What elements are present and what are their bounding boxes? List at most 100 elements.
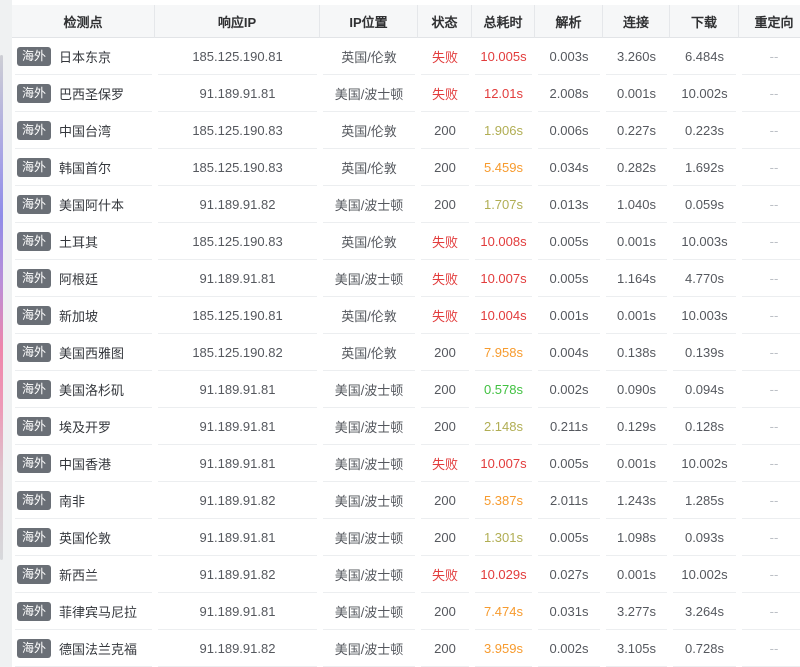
cell-redirect: -- [739,408,800,445]
cell-loc: 英国/伦敦 [320,297,418,334]
table-header: 检测点 响应IP IP位置 状态 总耗时 解析 连接 下载 重定向 [12,5,800,38]
cell-redirect: -- [739,334,800,371]
region-badge: 海外 [17,195,52,214]
cell-conn: 0.001s [603,297,670,334]
cell-conn: 0.227s [603,112,670,149]
cell-node: 海外 南非 [12,482,155,519]
header-row: 检测点 响应IP IP位置 状态 总耗时 解析 连接 下载 重定向 [12,5,800,38]
cell-total: 12.01s [472,75,535,112]
cell-ip: 185.125.190.81 [155,38,320,75]
cell-dns: 2.011s [535,482,603,519]
cell-dns: 0.031s [535,593,603,630]
cell-dns: 0.002s [535,630,603,667]
column-header-connect: 连接 [603,5,670,38]
node-name: 中国香港 [59,457,112,472]
table-row: 海外 土耳其 185.125.190.83 英国/伦敦 失败 10.008s 0.005s 0… [12,223,800,260]
region-badge: 海外 [17,491,52,510]
cell-status: 失败 [418,75,472,112]
region-badge: 海外 [17,380,52,399]
node-name: 菲律宾马尼拉 [59,605,138,620]
node-name: 美国洛杉矶 [59,383,125,398]
cell-redirect: -- [739,38,800,75]
cell-node: 海外 菲律宾马尼拉 [12,593,155,630]
cell-loc: 美国/波士顿 [320,408,418,445]
cell-conn: 3.105s [603,630,670,667]
node-name: 韩国首尔 [59,161,112,176]
cell-down: 0.128s [670,408,739,445]
table-row: 海外 巴西圣保罗 91.189.91.81 美国/波士顿 失败 12.01s 2.008s 0… [12,75,800,112]
cell-dns: 0.004s [535,334,603,371]
cell-down: 10.002s [670,75,739,112]
column-header-download: 下载 [670,5,739,38]
region-badge: 海外 [17,454,52,473]
cell-down: 10.003s [670,297,739,334]
column-header-ip: 响应IP [155,5,320,38]
cell-loc: 美国/波士顿 [320,593,418,630]
cell-down: 0.139s [670,334,739,371]
cell-down: 10.002s [670,445,739,482]
table-row: 海外 中国香港 91.189.91.81 美国/波士顿 失败 10.007s 0.005s 0… [12,445,800,482]
cell-total: 10.008s [472,223,535,260]
cell-total: 5.459s [472,149,535,186]
node-name: 日本东京 [59,50,112,65]
cell-node: 海外 美国洛杉矶 [12,371,155,408]
table-row: 海外 美国阿什本 91.189.91.82 美国/波士顿 200 1.707s 0.013s… [12,186,800,223]
cell-ip: 91.189.91.81 [155,371,320,408]
node-name: 美国西雅图 [59,346,125,361]
cell-dns: 0.013s [535,186,603,223]
cell-conn: 0.001s [603,445,670,482]
column-header-status: 状态 [418,5,472,38]
column-header-total: 总耗时 [472,5,535,38]
region-badge: 海外 [17,306,52,325]
cell-down: 4.770s [670,260,739,297]
cell-redirect: -- [739,556,800,593]
cell-dns: 0.002s [535,371,603,408]
region-badge: 海外 [17,528,52,547]
region-badge: 海外 [17,639,52,658]
cell-ip: 91.189.91.81 [155,260,320,297]
cell-ip: 91.189.91.81 [155,75,320,112]
cell-ip: 91.189.91.82 [155,186,320,223]
cell-loc: 美国/波士顿 [320,519,418,556]
cell-status: 失败 [418,556,472,593]
cell-redirect: -- [739,482,800,519]
cell-redirect: -- [739,371,800,408]
checkpoint-results-table: 检测点 响应IP IP位置 状态 总耗时 解析 连接 下载 重定向 海外 日本东京… [12,5,800,667]
node-name: 德国法兰克福 [59,642,138,657]
cell-loc: 英国/伦敦 [320,149,418,186]
cell-down: 1.285s [670,482,739,519]
cell-ip: 185.125.190.81 [155,297,320,334]
cell-node: 海外 阿根廷 [12,260,155,297]
cell-total: 10.007s [472,260,535,297]
cell-node: 海外 日本东京 [12,38,155,75]
cell-loc: 英国/伦敦 [320,38,418,75]
cell-ip: 91.189.91.81 [155,408,320,445]
cell-conn: 1.164s [603,260,670,297]
region-badge: 海外 [17,158,52,177]
cell-down: 1.692s [670,149,739,186]
cell-redirect: -- [739,297,800,334]
cell-loc: 美国/波士顿 [320,482,418,519]
cell-status: 200 [418,149,472,186]
cell-node: 海外 新加坡 [12,297,155,334]
table-row: 海外 新加坡 185.125.190.81 英国/伦敦 失败 10.004s 0.001s 0… [12,297,800,334]
cell-conn: 3.277s [603,593,670,630]
node-name: 新西兰 [59,568,99,583]
node-name: 埃及开罗 [59,420,112,435]
cell-conn: 0.282s [603,149,670,186]
cell-ip: 185.125.190.83 [155,223,320,260]
cell-status: 失败 [418,260,472,297]
cell-dns: 0.003s [535,38,603,75]
cell-node: 海外 埃及开罗 [12,408,155,445]
node-name: 阿根廷 [59,272,99,287]
cell-status: 200 [418,112,472,149]
cell-ip: 91.189.91.82 [155,482,320,519]
cell-redirect: -- [739,445,800,482]
cell-redirect: -- [739,75,800,112]
cell-status: 失败 [418,38,472,75]
cell-down: 6.484s [670,38,739,75]
cell-conn: 0.090s [603,371,670,408]
cell-ip: 185.125.190.83 [155,112,320,149]
cell-ip: 91.189.91.81 [155,519,320,556]
